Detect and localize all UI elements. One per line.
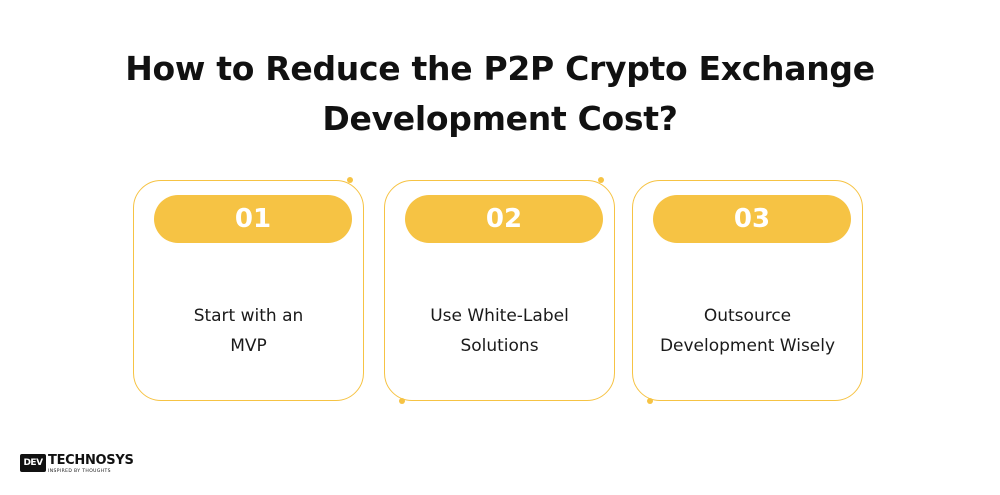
step-description-line: Start with an	[193, 306, 304, 326]
logo-name: TECHNOSYS	[48, 453, 134, 468]
step-card-3: 03 Outsource Development Wisely	[632, 180, 863, 404]
step-card-1: 01 Start with an MVP	[133, 177, 364, 401]
step-description: Use White-Label Solutions	[395, 301, 604, 361]
logo-text: TECHNOSYS INSPIRED BY THOUGHTS	[48, 454, 134, 475]
brand-logo: DEV TECHNOSYS INSPIRED BY THOUGHTS	[20, 454, 134, 475]
page-title: How to Reduce the P2P Crypto Exchange De…	[0, 44, 1000, 144]
step-description: Start with an MVP	[144, 301, 353, 361]
decorative-dot	[399, 398, 405, 404]
step-description-line: MVP	[230, 336, 267, 356]
logo-mark-icon: DEV	[20, 454, 46, 472]
decorative-dot	[647, 398, 653, 404]
step-description-line: Outsource	[703, 306, 792, 326]
decorative-dot	[598, 177, 604, 183]
decorative-dot	[347, 177, 353, 183]
step-description-line: Development Wisely	[659, 336, 836, 356]
step-number-badge: 01	[154, 195, 352, 243]
title-line-1: How to Reduce the P2P Crypto Exchange	[125, 49, 875, 88]
title-line-2: Development Cost?	[322, 99, 678, 138]
step-description: Outsource Development Wisely	[643, 301, 852, 361]
step-description-line: Solutions	[460, 336, 539, 356]
step-card-2: 02 Use White-Label Solutions	[384, 177, 615, 404]
step-number-badge: 03	[653, 195, 851, 243]
logo-tagline: INSPIRED BY THOUGHTS	[48, 469, 111, 474]
step-description-line: Use White-Label	[430, 306, 569, 326]
step-number-badge: 02	[405, 195, 603, 243]
